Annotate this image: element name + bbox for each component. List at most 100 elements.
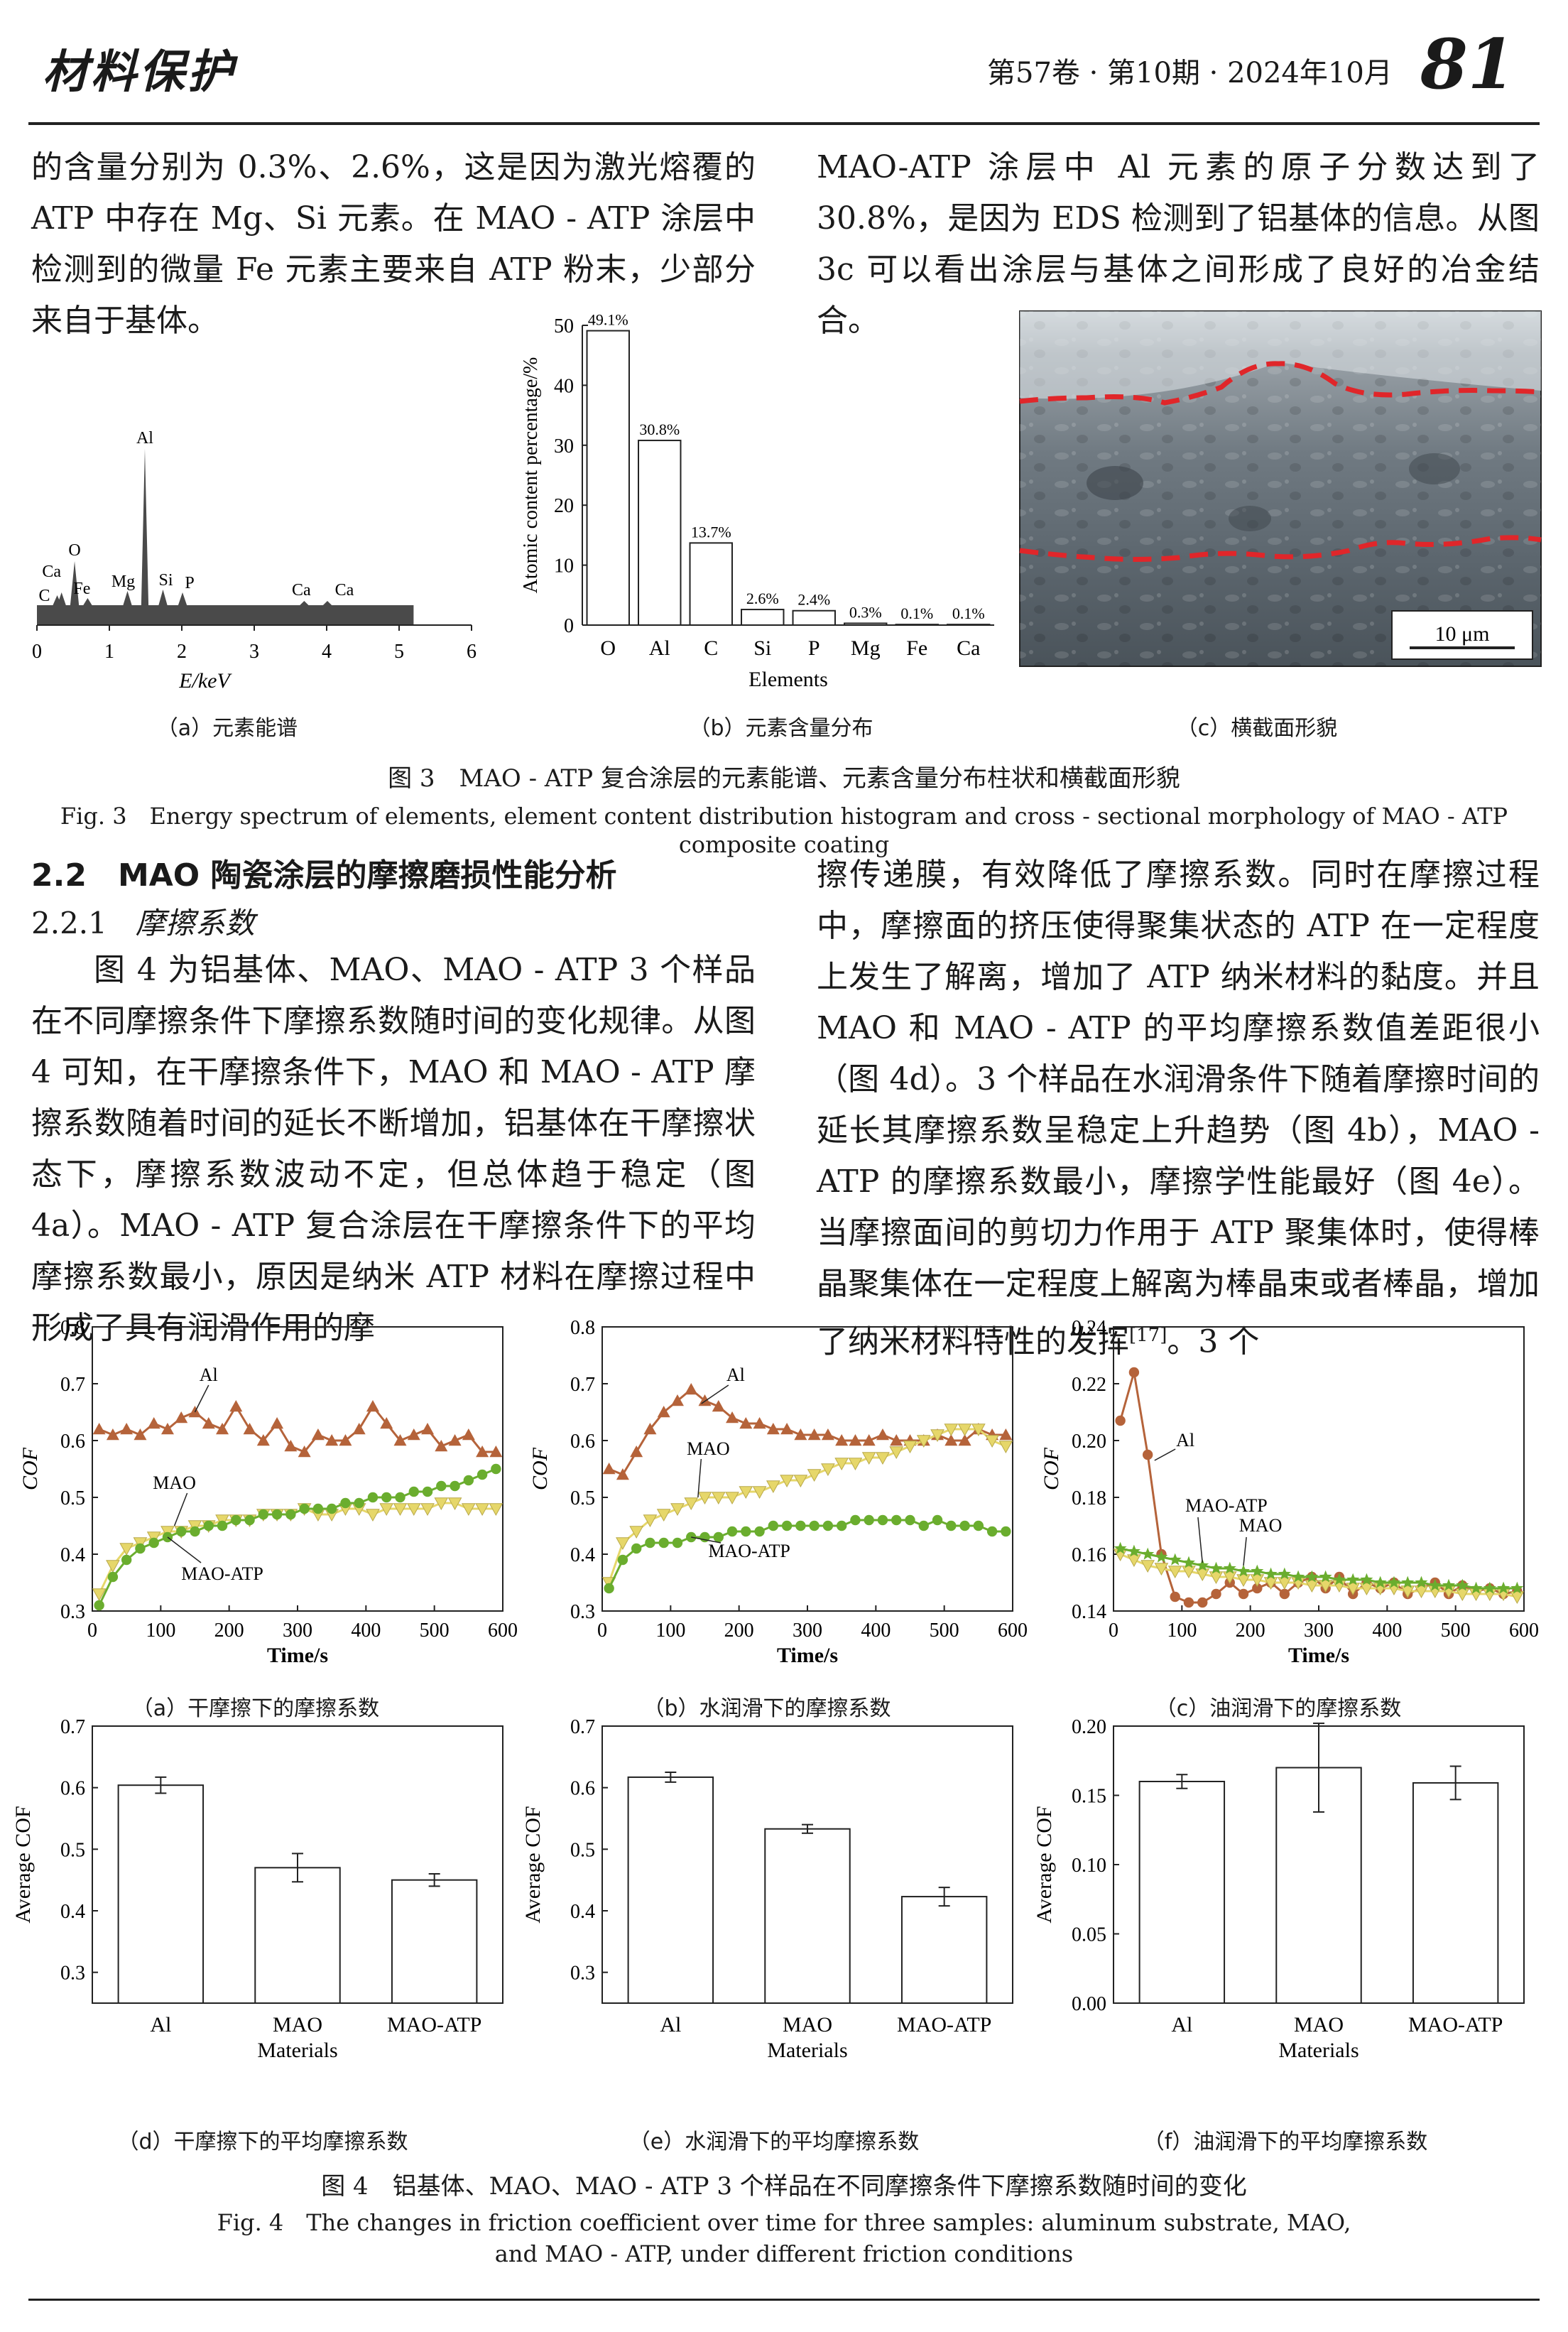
y-axis-label: COF [1040,1447,1063,1490]
x-tick-label: MAO [273,2013,322,2037]
data-point [1277,1577,1292,1590]
fig4-sub-b: （b）水润滑下的摩擦系数 [643,1696,891,1721]
data-point [1360,1573,1373,1585]
data-point [435,1440,448,1452]
data-point [121,1554,132,1566]
x-axis-label: Time/s [777,1644,838,1667]
data-point [1115,1415,1126,1426]
data-point [971,1423,986,1437]
y-tick-label: 0.5 [570,1487,595,1509]
x-tick-label: MAO [1294,2013,1344,2037]
data-point [891,1514,902,1526]
data-point [1154,1563,1169,1576]
series-leader [1197,1517,1203,1563]
y-tick-label: 50 [554,315,574,337]
data-point [1414,1585,1429,1599]
y-tick-label: 0.3 [60,1963,85,1985]
fig4-caption-en-2: and MAO - ATP, under different friction … [494,2240,1074,2267]
series-line-mao [608,1428,1006,1583]
data-point [366,1509,380,1522]
data-point [1127,1544,1140,1557]
bar-value-label: 13.7% [691,523,731,541]
data-point [160,1423,174,1435]
data-point [877,1514,888,1526]
bar-fe [895,624,939,627]
fig4-sub-d: （d）干摩擦下的平均摩擦系数 [117,2130,408,2154]
data-point [848,1458,863,1471]
data-point [1209,1571,1224,1585]
series-leader [173,1492,188,1526]
data-point [986,1526,998,1537]
plot-frame [601,1326,1013,1612]
x-axis-label: Materials [767,2039,847,2062]
data-point [1140,1560,1155,1573]
data-point [462,1428,475,1441]
series-label: MAO-ATP [181,1563,263,1584]
y-axis-label: COF [18,1447,42,1490]
peak-label-p: P [185,574,194,592]
data-point [766,1423,780,1435]
data-point [959,1520,970,1531]
series-leader [697,1458,702,1498]
bar-value-label: 2.4% [797,591,830,609]
data-point [381,1492,392,1503]
y-tick-label: 0.7 [570,1374,595,1396]
y-tick-label: 0.24 [1072,1317,1106,1339]
scale-bar-box [1391,610,1533,660]
data-point [1483,1581,1496,1594]
data-point [298,1446,311,1458]
y-tick-label: 0.18 [1072,1487,1106,1509]
data-point [1170,1591,1180,1602]
section-heading: 2.2 MAO 陶瓷涂层的摩擦磨损性能分析 [31,857,617,894]
y-tick-label: 0.8 [570,1317,595,1339]
paragraph-part: 擦传递膜，有效降低了摩擦系数。同时在摩擦过程中，摩擦面的挤压使得聚集状态的 AT… [817,857,1540,1360]
data-point [229,1400,243,1412]
plot-frame [92,1326,503,1612]
x-tick-label: C [704,636,718,660]
data-point [999,1428,1013,1441]
fig3-sub-c: （c）横截面形貌 [1176,716,1338,741]
data-point [366,1400,379,1412]
data-point [780,1423,794,1435]
bar-value-label: 0.3% [849,603,882,621]
data-point [862,1434,876,1446]
data-point [602,1463,616,1475]
series-leader [1243,1536,1247,1566]
x-tick-label: Ca [957,636,980,660]
peak-label-fe: Fe [73,580,90,598]
data-point [890,1434,903,1446]
peak-label-ca: Ca [292,581,311,600]
data-point [134,1428,147,1441]
data-point [932,1514,943,1526]
bar-mao [254,1867,341,2004]
fig4-sub-e: （e）水润滑下的平均摩擦系数 [628,2130,920,2154]
data-point [354,1497,364,1509]
data-point [448,1434,462,1446]
data-point [450,1480,460,1492]
bar-al [1138,1781,1226,2004]
data-point [1319,1570,1332,1583]
y-tick-label: 0.20 [1072,1431,1106,1453]
reference[interactable]: [17] [1129,1325,1167,1346]
series-label: MAO [687,1438,730,1459]
x-tick-label: 500 [930,1620,959,1642]
peak-label-al: Al [136,429,153,448]
y-tick-label: 20 [554,495,574,517]
data-point [864,1514,874,1526]
data-point [1455,1588,1470,1602]
data-point [325,1434,339,1446]
data-point [243,1423,256,1435]
bar-ca [947,624,991,627]
data-point [807,1469,822,1482]
y-tick-label: 0.5 [60,1839,85,1861]
x-tick-label: 4 [322,641,332,663]
bar-al [117,1784,205,2004]
data-point [120,1423,134,1435]
y-tick-label: 0.3 [60,1601,85,1623]
data-point [1209,1561,1223,1574]
data-point [795,1520,806,1531]
data-point [311,1428,325,1441]
x-axis-label: Time/s [267,1644,328,1667]
data-point [284,1440,298,1452]
data-point [631,1543,642,1554]
